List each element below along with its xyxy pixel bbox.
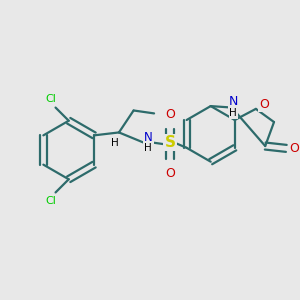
Text: N: N bbox=[144, 131, 153, 144]
Text: O: O bbox=[165, 108, 175, 122]
Text: H: H bbox=[230, 108, 237, 118]
Text: O: O bbox=[165, 167, 175, 180]
Text: Cl: Cl bbox=[46, 196, 57, 206]
Text: H: H bbox=[111, 138, 119, 148]
Text: S: S bbox=[165, 135, 176, 150]
Text: N: N bbox=[229, 95, 238, 108]
Text: O: O bbox=[259, 98, 269, 111]
Text: H: H bbox=[144, 143, 152, 153]
Text: O: O bbox=[290, 142, 299, 155]
Text: Cl: Cl bbox=[46, 94, 57, 104]
